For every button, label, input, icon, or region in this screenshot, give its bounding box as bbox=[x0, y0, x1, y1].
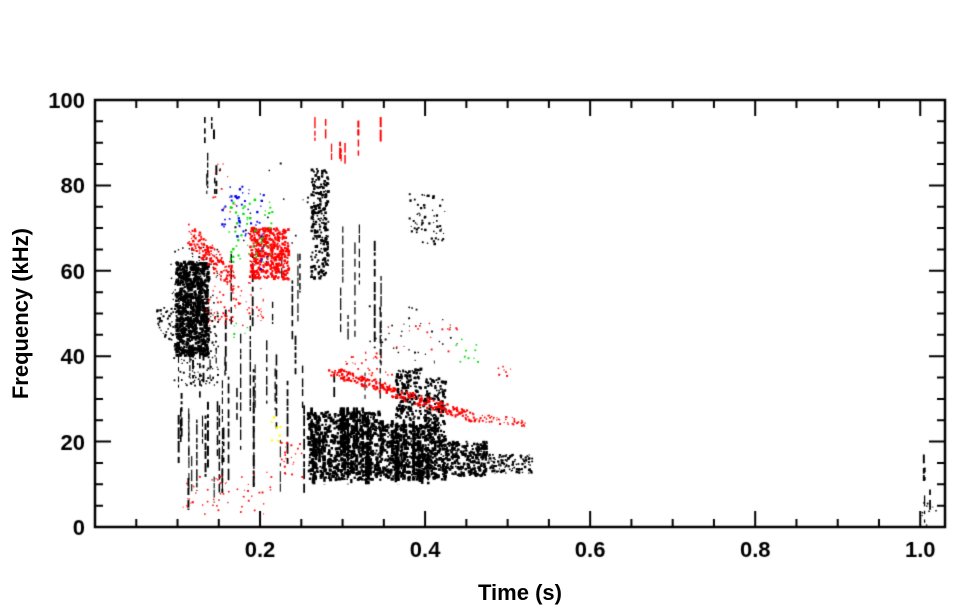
x-axis-label: Time (s) bbox=[478, 580, 562, 605]
y-axis-label: Frequency (kHz) bbox=[8, 227, 33, 400]
y-axis-label-wrap: Frequency (kHz) bbox=[6, 100, 36, 527]
